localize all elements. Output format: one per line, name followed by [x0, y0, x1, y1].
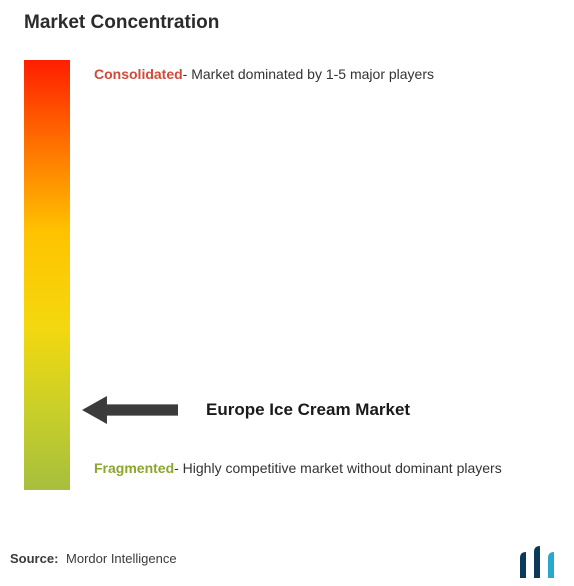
consolidated-desc: - Market dominated by 1-5 major players [183, 64, 434, 84]
consolidated-key: Consolidated [94, 64, 183, 84]
fragmented-label-row: Fragmented - Highly competitive market w… [94, 458, 550, 478]
arrow-left-icon [82, 396, 178, 424]
fragmented-key: Fragmented [94, 458, 174, 478]
source-label: Source: [10, 551, 58, 566]
market-name: Europe Ice Cream Market [206, 400, 410, 420]
fragmented-desc: - Highly competitive market without domi… [174, 458, 502, 478]
concentration-gradient-bar [24, 60, 70, 490]
consolidated-label-row: Consolidated - Market dominated by 1-5 m… [94, 64, 550, 84]
brand-logo-icon [518, 544, 562, 578]
source-value: Mordor Intelligence [66, 551, 177, 566]
market-position-marker: Europe Ice Cream Market [82, 396, 410, 424]
source-attribution: Source: Mordor Intelligence [10, 551, 177, 566]
chart-title: Market Concentration [24, 12, 219, 34]
